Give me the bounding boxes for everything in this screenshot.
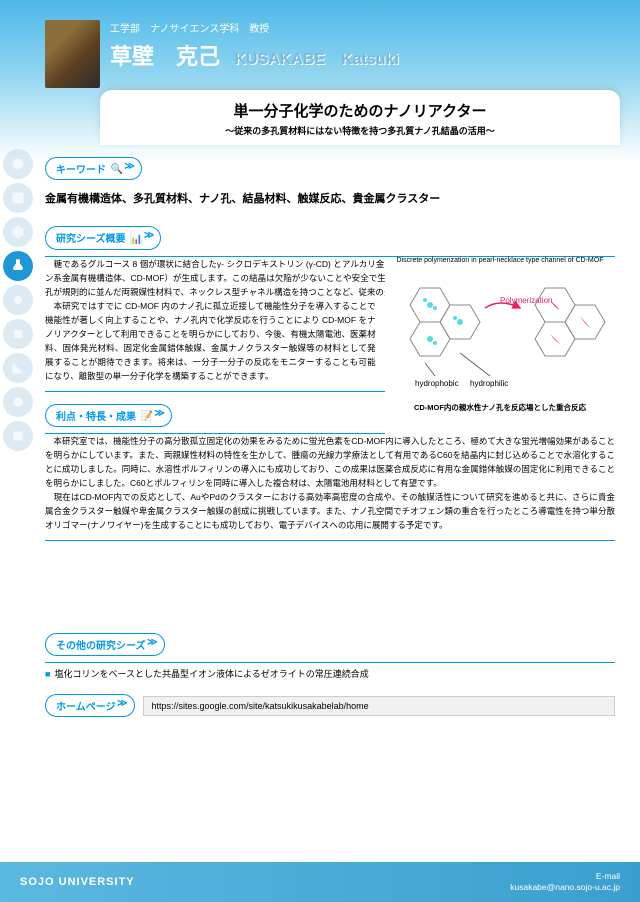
subtitle: 〜従来の多孔質材料にはない特徴を持つ多孔質ナノ孔結晶の活用〜 [115,124,605,137]
sidebar-icon-8[interactable] [3,387,33,417]
name-japanese: 草壁 克己 [110,39,220,71]
university-name: SOJO UNIVERSITY [20,876,135,888]
main-title: 単一分子化学のためのナノリアクター [115,100,605,121]
sidebar-icon-5[interactable] [3,285,33,315]
spacer [45,541,615,621]
merit-text-1: 本研究室では、機能性分子の高分散孤立固定化の効果をみるために蛍光色素をCD-MO… [45,434,615,490]
merit-text-2: 現在はCD-MOF内での反応として、AuやPdのクラスターにおける高効率高密度の… [45,490,615,532]
hydrophilic-label: hydrophilic [470,379,508,388]
homepage-row: ホームページ https://sites.google.com/site/kat… [45,694,615,717]
title-box: 単一分子化学のためのナノリアクター 〜従来の多孔質材料にはない特徴を持つ多孔質ナ… [100,90,620,145]
keyword-label: キーワード [56,165,106,176]
homepage-url[interactable]: https://sites.google.com/site/katsukikus… [143,696,616,716]
other-seed-item: 塩化コリンをベースとした共晶型イオン液体によるゼオライトの常圧連続合成 [45,663,615,684]
sidebar-icon-6[interactable] [3,319,33,349]
content-area: キーワード 🔍 金属有機構造体、多孔質材料、ナノ孔、結晶材料、触媒反応、貴金属ク… [0,145,640,717]
search-icon: 🔍 [111,164,123,176]
keywords-text: 金属有機構造体、多孔質材料、ナノ孔、結晶材料、触媒反応、貴金属クラスター [45,186,615,214]
email-label: E-mail [510,871,620,882]
email-address[interactable]: kusakabe@nano.sojo-u.ac.jp [510,882,620,893]
overview-text-2: 本研究ではすでに CD-MOF 内のナノ孔に孤立近接して機能性分子を導入すること… [45,299,376,383]
merit-tab: 利点・特長・成果 📝 [45,404,172,427]
department-text: 工学部 ナノサイエンス学科 教授 [110,20,640,35]
homepage-tab: ホームページ [45,694,135,717]
category-sidebar [0,145,35,455]
overview-tab: 研究シーズ概要 📊 [45,226,161,249]
merit-label: 利点・特長・成果 [56,412,136,423]
sidebar-icon-2[interactable] [3,183,33,213]
overview-section: 糖であるグルコース 8 個が環状に結合したγ- シクロデキストリン (γ-CD)… [45,257,615,383]
sidebar-icon-7[interactable] [3,353,33,383]
polymerization-diagram: Polymerization hydrophobic hydrophilic [390,268,610,398]
email-block: E-mail kusakabe@nano.sojo-u.ac.jp [510,871,620,893]
footer: SOJO UNIVERSITY E-mail kusakabe@nano.soj… [0,862,640,902]
other-tab: その他の研究シーズ [45,633,165,656]
diagram-box: Discrete polymerization in pearl-necklac… [385,257,615,437]
hydrophobic-label: hydrophobic [415,379,459,388]
homepage-label: ホームページ [56,702,116,713]
page: 工学部 ナノサイエンス学科 教授 草壁 克己 KUSAKABE Katsuki … [0,0,640,902]
sidebar-icon-3[interactable] [3,217,33,247]
header: 工学部 ナノサイエンス学科 教授 草壁 克己 KUSAKABE Katsuki [0,0,640,90]
other-label: その他の研究シーズ [56,641,146,652]
note-icon: 📝 [141,411,153,423]
name-english: KUSAKABE Katsuki [234,51,398,68]
sidebar-icon-9[interactable] [3,421,33,451]
chart-icon: 📊 [130,234,142,246]
sidebar-icon-nanotech[interactable] [3,251,33,281]
profile-photo [45,20,100,88]
diagram-title: Discrete polymerization in pearl-necklac… [385,257,615,264]
overview-label: 研究シーズ概要 [56,234,126,245]
diagram-caption: CD-MOF内の親水性ナノ孔を反応場とした重合反応 [385,402,615,413]
sidebar-icon-1[interactable] [3,149,33,179]
keyword-tab: キーワード 🔍 [45,157,142,180]
